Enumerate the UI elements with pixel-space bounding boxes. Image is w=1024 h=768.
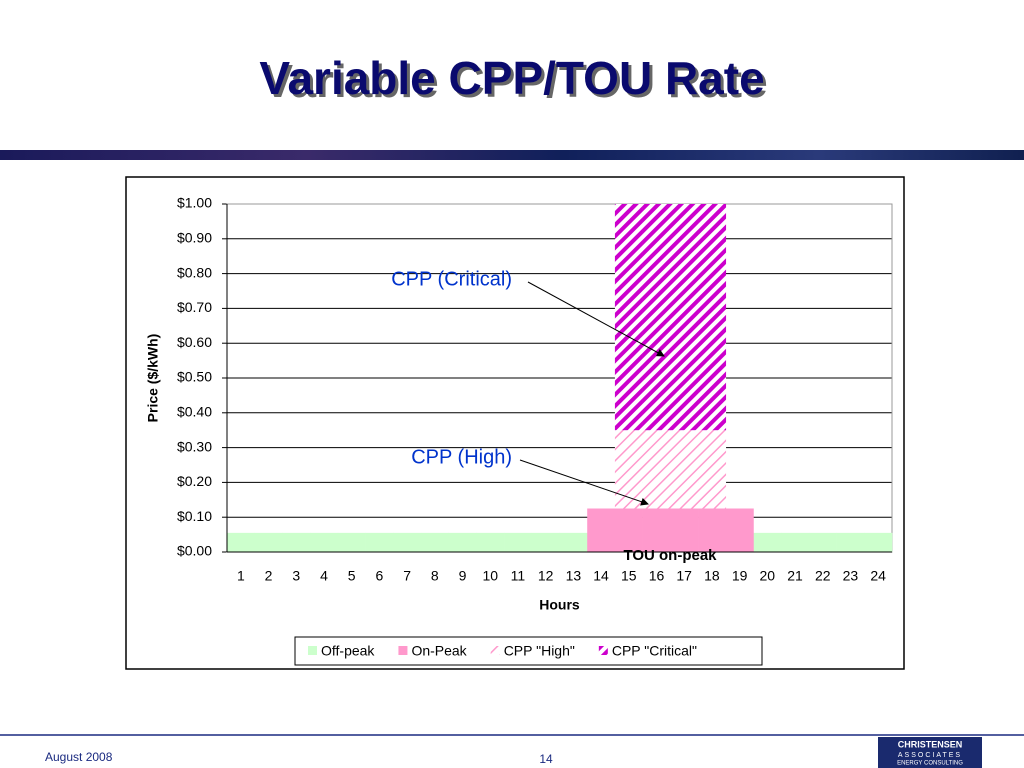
x-tick-label: 8	[431, 568, 439, 584]
bar-segment	[698, 204, 727, 431]
x-tick-label: 20	[760, 568, 776, 584]
bar-segment	[254, 532, 283, 552]
bar-segment	[282, 532, 311, 552]
logo-text: CHRISTENSEN	[898, 739, 963, 749]
x-tick-label: 2	[265, 568, 273, 584]
bar-segment	[670, 204, 699, 431]
bar-segment	[614, 204, 643, 431]
bar-segment	[836, 532, 865, 552]
y-tick-label: $0.10	[177, 508, 212, 524]
bar-segment	[393, 532, 422, 552]
x-tick-label: 21	[787, 568, 803, 584]
y-tick-label: $0.20	[177, 473, 212, 489]
legend-label: Off-peak	[321, 643, 375, 659]
y-tick-label: $0.30	[177, 438, 212, 454]
bar-segment	[781, 532, 810, 552]
y-tick-label: $0.50	[177, 369, 212, 385]
bar-segment	[642, 204, 671, 431]
legend-swatch	[398, 646, 408, 655]
bar-segment	[227, 532, 256, 552]
bar-segment	[864, 532, 893, 552]
y-tick-label: $0.60	[177, 334, 212, 350]
logo	[878, 737, 982, 768]
header-band	[0, 150, 1024, 160]
bar-segment	[476, 532, 505, 552]
footer-date: August 2008	[45, 750, 113, 764]
y-tick-label: $0.00	[177, 543, 212, 559]
x-tick-label: 17	[676, 568, 692, 584]
bar-segment	[670, 430, 699, 509]
bar-segment	[753, 532, 782, 552]
bar-segment	[808, 532, 837, 552]
x-tick-label: 13	[566, 568, 582, 584]
x-tick-label: 19	[732, 568, 748, 584]
bar-segment	[310, 532, 339, 552]
legend-label: CPP "High"	[504, 643, 575, 659]
bar-segment	[670, 508, 699, 552]
annotation: TOU on-peak	[623, 547, 717, 564]
legend-swatch	[308, 646, 317, 655]
bar-segment	[698, 430, 727, 509]
title-shadow: Variable CPP/TOU Rate	[262, 55, 767, 107]
x-tick-label: 15	[621, 568, 637, 584]
logo-text: ASSOCIATES	[898, 752, 962, 759]
y-axis-label: Price ($/kWh)	[145, 334, 161, 423]
legend-label: On-Peak	[411, 643, 467, 659]
x-tick-label: 9	[459, 568, 467, 584]
bar-segment	[614, 508, 643, 552]
bar-segment	[614, 430, 643, 509]
bar-segment	[698, 508, 727, 552]
x-tick-label: 7	[403, 568, 411, 584]
bar-segment	[559, 532, 588, 552]
annotation-arrow	[519, 459, 649, 506]
chart-frame	[125, 176, 905, 670]
x-tick-label: 3	[292, 568, 300, 584]
x-tick-label: 4	[320, 568, 328, 584]
page-number: 14	[539, 752, 553, 766]
bar-segment	[448, 532, 477, 552]
bar-segment	[504, 532, 533, 552]
x-tick-label: 14	[593, 568, 609, 584]
bar-segment	[725, 508, 754, 552]
annotation: CPP (Critical)	[391, 268, 512, 290]
x-tick-label: 10	[482, 568, 498, 584]
x-tick-label: 23	[843, 568, 859, 584]
y-tick-label: $0.70	[177, 299, 212, 315]
x-tick-label: 18	[704, 568, 720, 584]
x-tick-label: 5	[348, 568, 356, 584]
y-tick-label: $0.90	[177, 230, 212, 246]
bar-segment	[642, 430, 671, 509]
x-axis-label: Hours	[539, 597, 580, 613]
x-tick-label: 22	[815, 568, 831, 584]
x-tick-label: 6	[375, 568, 383, 584]
x-tick-label: 12	[538, 568, 554, 584]
legend-swatch	[598, 646, 608, 655]
bar-segment	[420, 532, 449, 552]
annotation-arrow	[527, 281, 665, 357]
legend	[294, 636, 763, 666]
bar-segment	[531, 532, 560, 552]
legend-swatch	[490, 646, 500, 655]
x-tick-label: 24	[870, 568, 886, 584]
bar-segment	[642, 508, 671, 552]
x-tick-label: 11	[511, 568, 526, 584]
bar-segment	[365, 532, 394, 552]
y-tick-label: $0.80	[177, 264, 212, 280]
logo-text: ENERGY CONSULTING	[897, 761, 963, 767]
bar-segment	[587, 508, 616, 552]
legend-label: CPP "Critical"	[612, 643, 697, 659]
y-tick-label: $0.40	[177, 404, 212, 420]
slide-title: Variable CPP/TOU Rate	[259, 52, 764, 104]
x-tick-label: 16	[649, 568, 665, 584]
bar-segment	[337, 532, 366, 552]
x-tick-label: 1	[237, 568, 245, 584]
annotation: CPP (High)	[411, 446, 512, 468]
y-tick-label: $1.00	[177, 195, 212, 211]
